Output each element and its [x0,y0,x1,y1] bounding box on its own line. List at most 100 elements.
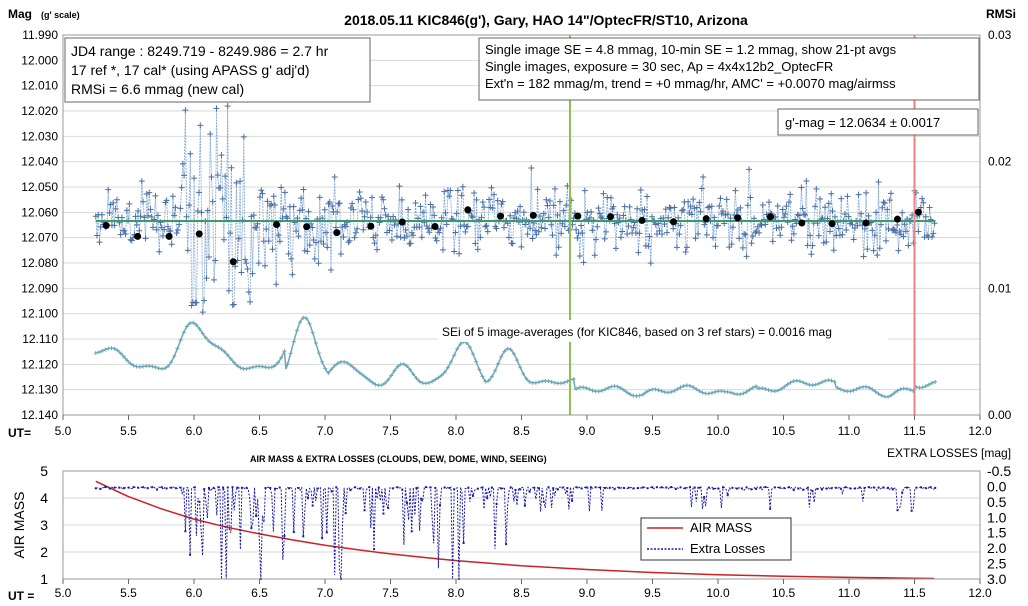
single-image-point [870,247,877,254]
rms-point [348,363,353,368]
extra-losses-point [599,486,602,489]
single-image-point [505,234,512,241]
rms-point [213,343,218,348]
extra-losses-point [721,486,724,489]
single-image-point [484,228,491,235]
extra-losses-point [566,487,569,490]
rms-point [738,392,743,397]
single-image-point [136,227,143,234]
extra-losses-point [533,486,536,489]
y2-tick-label: 0.03 [988,28,1012,42]
single-image-point [524,231,531,238]
rms-point [423,381,428,386]
rms-point [829,378,834,383]
single-image-line [95,105,935,313]
extra-losses-point [222,486,225,489]
single-image-point [316,194,323,201]
extra-losses-point [132,486,135,489]
rms-point [244,366,249,371]
single-image-point [295,233,302,240]
extra-losses-point [835,486,838,489]
rms-point [93,350,98,355]
extra-losses-point [330,490,333,493]
rms-point [332,363,337,368]
single-image-point [481,204,488,211]
extra-losses-point [726,494,729,497]
rms-point [301,315,306,320]
single-image-point [747,194,754,201]
single-image-point [164,223,171,230]
rms-point [169,360,174,365]
rms-point [232,360,237,365]
single-image-point [417,203,424,210]
single-image-point [217,184,224,191]
rms-point [395,364,400,369]
rms-point [125,358,130,363]
extra-losses-point [825,487,828,490]
single-image-point [578,222,585,229]
single-image-point [698,185,705,192]
rms-point [603,387,608,392]
extra-losses-point [354,486,357,489]
single-image-point [858,210,865,217]
rms-point [659,389,664,394]
single-image-point [527,225,534,232]
single-image-point [281,189,288,196]
extra-losses-point [712,487,715,490]
single-image-point [364,209,371,216]
single-image-point [298,195,305,202]
y-tick-label: 12.010 [21,79,58,93]
extra-losses-point [137,486,140,489]
rms-point [851,388,856,393]
single-image-point [472,240,479,247]
single-image-point [237,178,244,185]
rms-point [681,383,686,388]
x-tick-label: 5.0 [55,424,72,438]
rms-point [291,339,296,344]
single-image-point [593,236,600,243]
single-image-point [607,194,614,201]
rms-point [467,345,472,350]
rms-point [379,382,384,387]
rms-point [867,385,872,390]
extra-losses-point [802,488,805,491]
single-image-point [830,247,837,254]
single-image-point [876,245,883,252]
rms-point [150,364,155,369]
single-image-point [680,207,687,214]
single-image-point [278,184,285,191]
single-image-point [890,226,897,233]
single-image-point [220,236,227,243]
rms-point [206,339,211,344]
rms-point [709,390,714,395]
single-image-point [204,207,211,214]
rms-point [565,379,570,384]
extra-losses-point [240,486,243,489]
y-tick-label: 12.090 [21,281,58,295]
single-image-point [780,214,787,221]
rms-point [310,330,315,335]
extra-losses-point [127,486,130,489]
single-image-point [748,240,755,247]
rms-point [873,389,878,394]
single-image-point [790,230,797,237]
single-image-point [416,224,423,231]
extra-losses-point [486,497,489,500]
rms-point [112,346,117,351]
extra-losses-point [288,487,291,490]
single-image-point [729,224,736,231]
single-image-point [391,222,398,229]
rms-point [401,362,406,367]
rms-point [276,360,281,365]
extra-losses-point [905,486,908,489]
single-image-point [173,230,180,237]
single-image-point [439,246,446,253]
extra-losses-point [740,487,743,490]
single-image-point [649,213,656,220]
rms-point [449,359,454,364]
extra-losses-point [754,487,757,490]
rms-point [414,376,419,381]
extra-losses-point [637,487,640,490]
extra-losses-point [151,486,154,489]
extra-losses-point [302,535,305,538]
